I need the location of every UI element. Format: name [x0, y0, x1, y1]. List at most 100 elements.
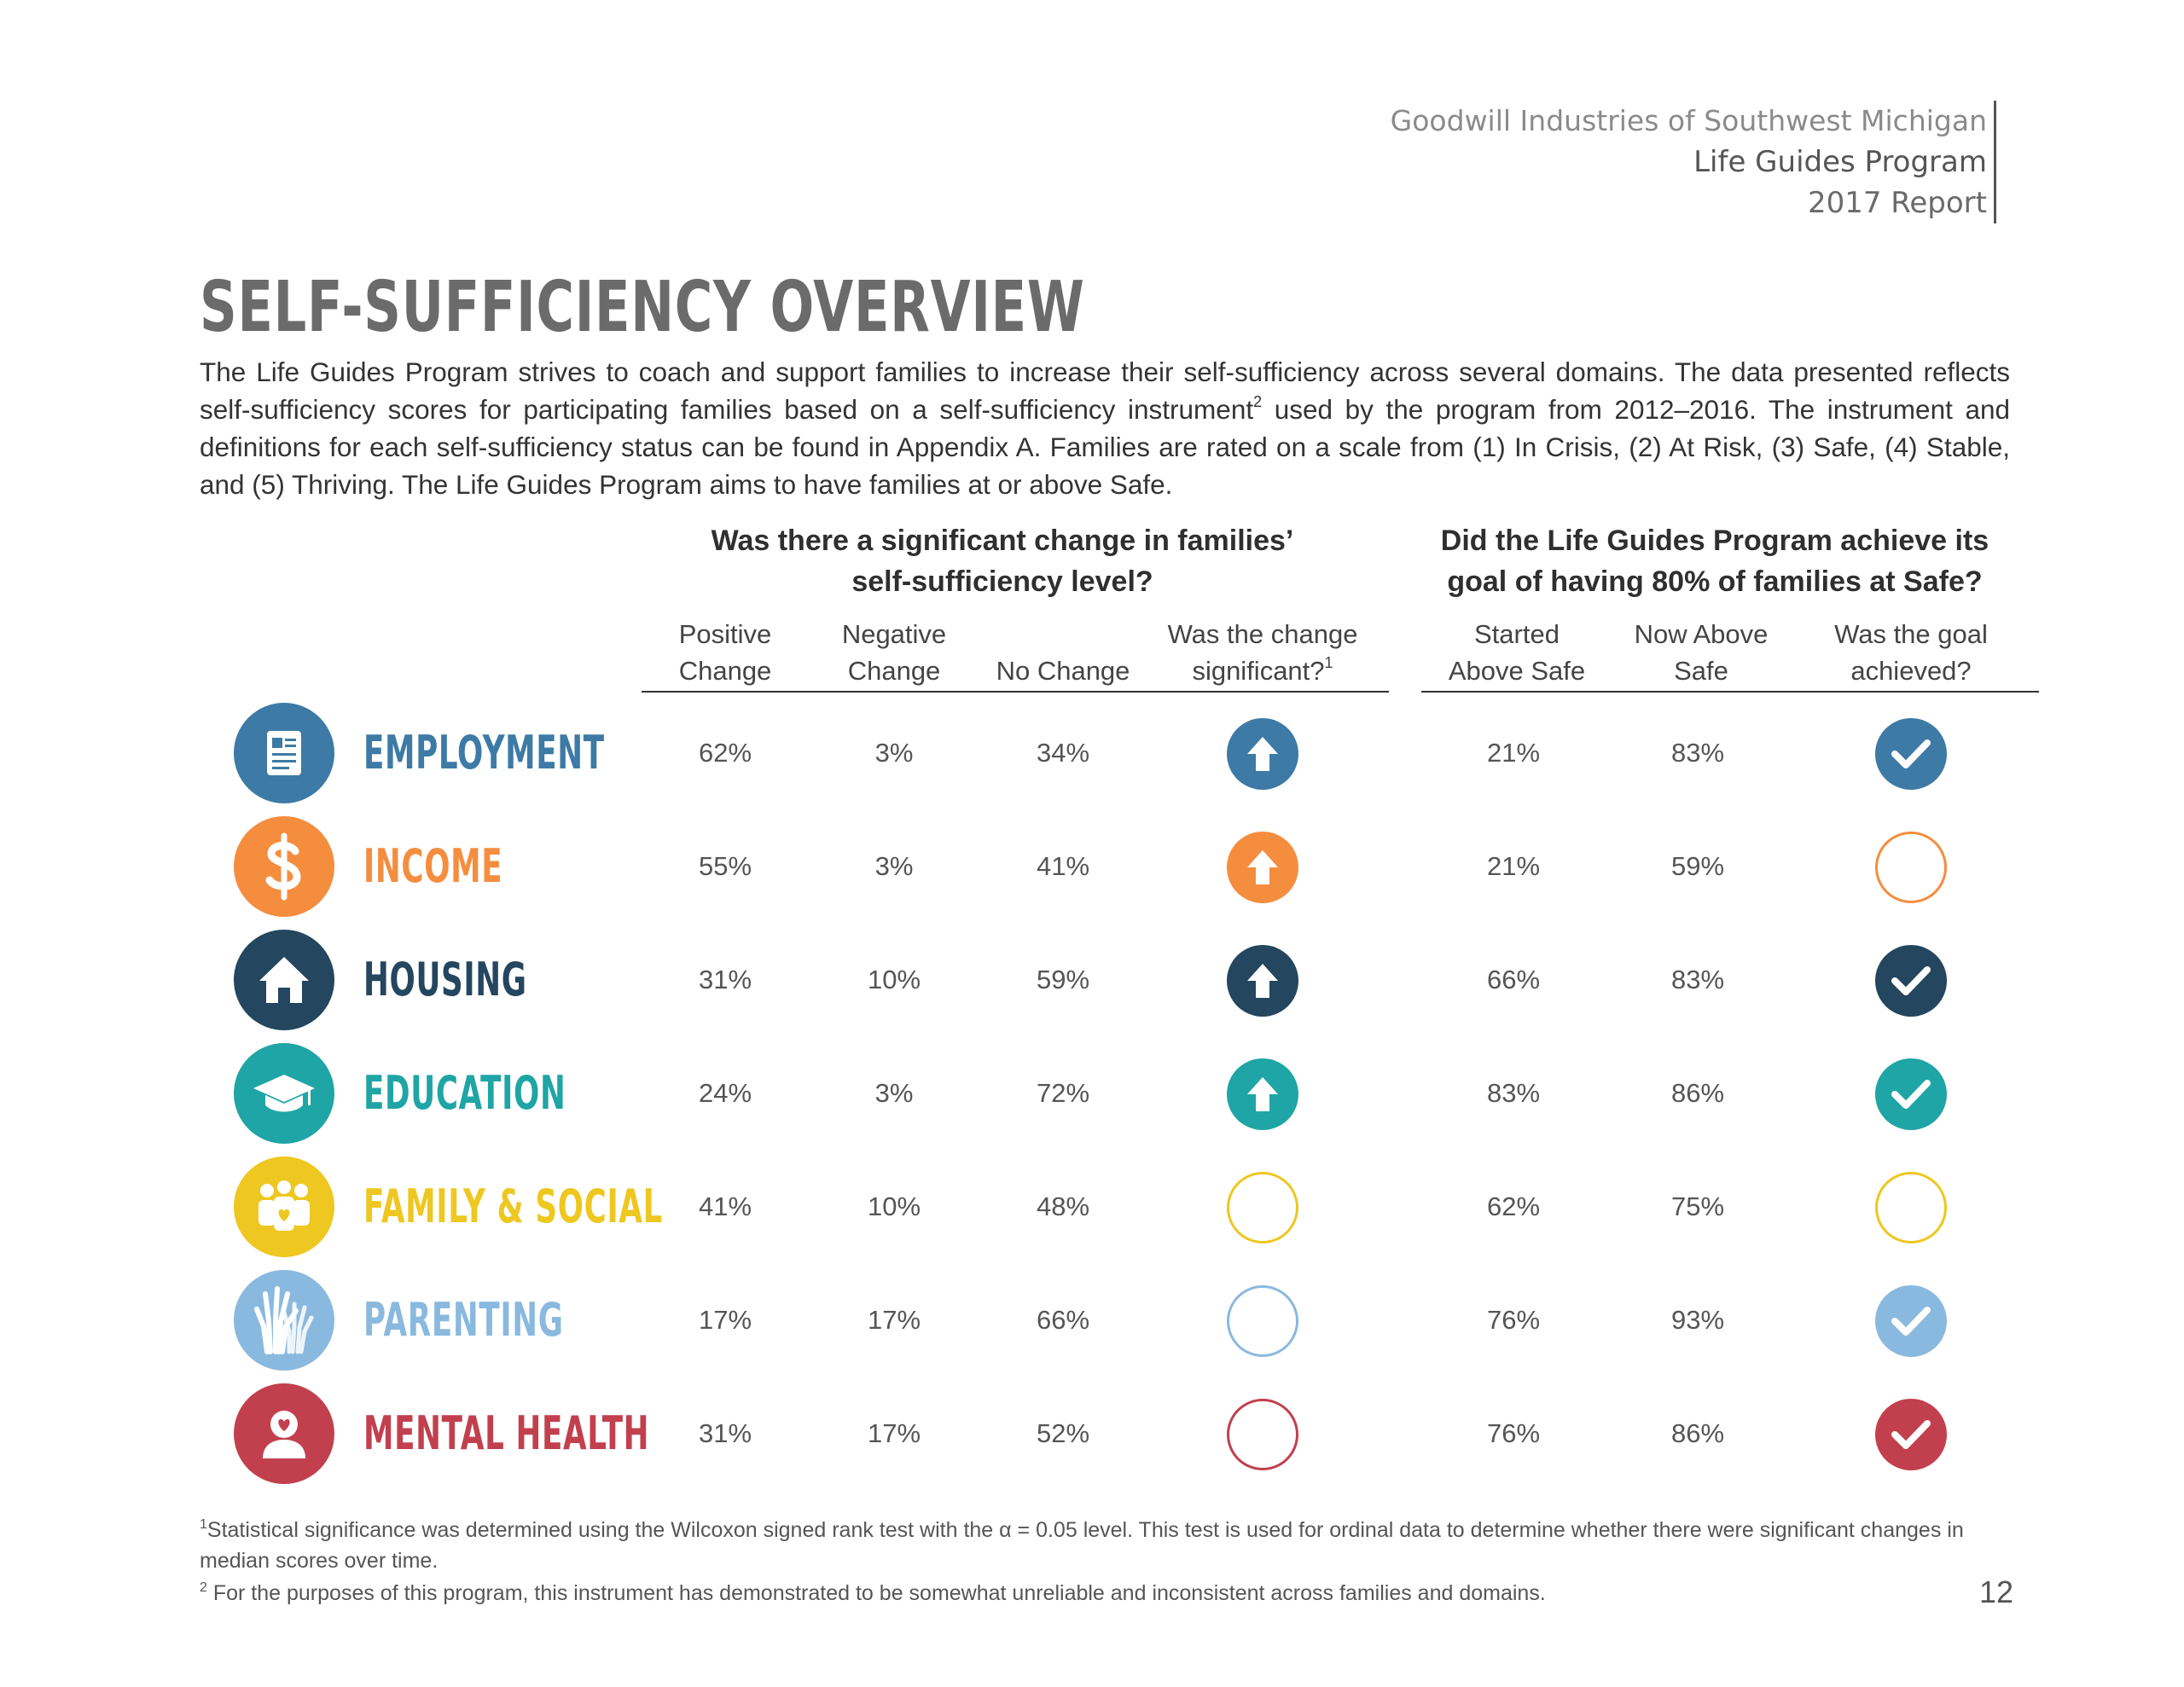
table-row: EMPLOYMENT 62% 3% 34% 21% 83% — [0, 698, 2184, 809]
col-header-positive-l2: Change — [678, 656, 772, 686]
col-header-now-l2: Safe — [1674, 656, 1728, 686]
col-header-started-l2: Above Safe — [1448, 656, 1586, 686]
col-header-significant: Was the change significant?1 — [1147, 616, 1378, 689]
col-header-significant-sup: 1 — [1324, 654, 1333, 671]
value-started: 83% — [1486, 1078, 1541, 1108]
table-row: FAMILY & SOCIAL 41% 10% 48% 62% 75% — [0, 1151, 2184, 1262]
goal-achieved-check-icon — [1875, 1285, 1947, 1357]
value-positive: 17% — [698, 1305, 752, 1335]
value-now: 83% — [1670, 965, 1725, 994]
col-header-now: Now Above Safe — [1607, 616, 1795, 689]
col-header-nochange-l2: No Change — [996, 656, 1130, 686]
col-header-significant-l1: Was the change — [1167, 619, 1358, 649]
id-card-icon — [234, 703, 334, 803]
col-header-nochange: No Change — [973, 616, 1153, 689]
col-header-negative-l2: Change — [847, 656, 941, 686]
value-now: 75% — [1670, 1191, 1725, 1221]
value-negative: 10% — [867, 1191, 921, 1221]
report-header: Goodwill Industries of Southwest Michiga… — [1219, 101, 1996, 223]
goal-achieved-check-icon — [1875, 1399, 1947, 1470]
header-rule-right — [1421, 691, 2039, 693]
hands-icon — [234, 1270, 334, 1371]
group-title-goal-line2: goal of having 80% of families at Safe? — [1447, 565, 1983, 598]
footnote-1-sup: 1 — [200, 1517, 207, 1532]
family-icon — [234, 1157, 334, 1257]
org-name: Goodwill Industries of Southwest Michiga… — [1390, 104, 1987, 137]
intro-text-1: The Life Guides Program strives to coach… — [200, 357, 2010, 425]
domain-label: PARENTING — [363, 1293, 564, 1347]
table-row: EDUCATION 24% 3% 72% 83% 86% — [0, 1038, 2184, 1149]
col-header-negative-l1: Negative — [841, 619, 947, 649]
value-positive: 55% — [698, 851, 752, 881]
value-nochange: 66% — [1036, 1305, 1090, 1335]
value-negative: 3% — [874, 1078, 914, 1108]
col-header-goal: Was the goal achieved? — [1809, 616, 2013, 689]
col-header-now-l1: Now Above — [1634, 619, 1769, 649]
report-year: 2017 Report — [1807, 186, 1987, 220]
col-header-significant-l2-wrap: significant?1 — [1147, 652, 1378, 689]
value-positive: 31% — [698, 965, 752, 994]
col-header-significant-l2: significant? — [1192, 656, 1325, 686]
domain-label: HOUSING — [363, 953, 527, 1006]
intro-text-2: used by the program from 2012–2016. The … — [200, 394, 2011, 500]
value-nochange: 59% — [1036, 965, 1090, 994]
goal-achieved-check-icon — [1875, 945, 1947, 1017]
goal-not-achieved-circle-icon — [1875, 832, 1947, 903]
significant-up-arrow-icon — [1227, 832, 1298, 903]
header-rule-left — [642, 691, 1389, 693]
value-started: 62% — [1486, 1191, 1541, 1221]
dollar-icon — [234, 816, 334, 917]
intro-footnote-ref: 2 — [1253, 393, 1263, 410]
col-header-started-l1: Started — [1474, 619, 1560, 649]
value-now: 86% — [1670, 1078, 1725, 1108]
significant-up-arrow-icon — [1227, 718, 1298, 790]
value-nochange: 34% — [1036, 738, 1090, 768]
value-started: 21% — [1486, 851, 1541, 881]
value-started: 66% — [1486, 965, 1541, 994]
value-negative: 3% — [874, 738, 914, 768]
value-started: 76% — [1486, 1418, 1541, 1448]
value-nochange: 48% — [1036, 1191, 1090, 1221]
group-title-change-line2: self-sufficiency level? — [851, 565, 1153, 598]
value-nochange: 41% — [1036, 851, 1090, 881]
value-nochange: 52% — [1036, 1418, 1090, 1448]
value-started: 21% — [1486, 738, 1541, 768]
col-header-positive-l1: Positive — [678, 619, 772, 649]
not-significant-circle-icon — [1227, 1285, 1298, 1357]
footnote-2-text: For the purposes of this program, this i… — [206, 1581, 1546, 1605]
footnote-2: 2 For the purposes of this program, this… — [200, 1578, 2010, 1609]
table-row: PARENTING 17% 17% 66% 76% 93% — [0, 1265, 2184, 1376]
value-positive: 41% — [698, 1191, 752, 1221]
value-now: 86% — [1670, 1418, 1725, 1448]
not-significant-circle-icon — [1227, 1399, 1298, 1470]
col-header-positive: Positive Change — [636, 616, 815, 689]
goal-not-achieved-circle-icon — [1875, 1172, 1947, 1244]
house-icon — [234, 930, 334, 1030]
page-title: SELF-SUFFICIENCY OVERVIEW — [200, 267, 1085, 348]
group-title-goal-line1: Did the Life Guides Program achieve its — [1440, 525, 1989, 557]
col-header-goal-l2: achieved? — [1850, 656, 1972, 686]
value-negative: 17% — [867, 1418, 921, 1448]
value-now: 83% — [1670, 738, 1725, 768]
value-negative: 10% — [867, 965, 921, 994]
footnote-1-text: Statistical significance was determined … — [200, 1518, 1964, 1573]
table-row: HOUSING 31% 10% 59% 66% 83% — [0, 925, 2184, 1035]
domain-label: MENTAL HEALTH — [363, 1406, 650, 1460]
value-negative: 17% — [867, 1305, 921, 1335]
group-title-goal: Did the Life Guides Program achieve its … — [1408, 520, 2022, 602]
domain-label: FAMILY & SOCIAL — [363, 1180, 664, 1233]
significant-up-arrow-icon — [1227, 1058, 1298, 1130]
group-title-change: Was there a significant change in famili… — [648, 520, 1356, 602]
value-positive: 31% — [698, 1418, 752, 1448]
goal-achieved-check-icon — [1875, 718, 1947, 790]
value-positive: 24% — [698, 1078, 752, 1108]
goal-achieved-check-icon — [1875, 1058, 1947, 1130]
group-title-change-line1: Was there a significant change in famili… — [711, 525, 1294, 557]
intro-paragraph: The Life Guides Program strives to coach… — [200, 353, 2010, 503]
value-nochange: 72% — [1036, 1078, 1090, 1108]
table-row: INCOME 55% 3% 41% 21% 59% — [0, 811, 2184, 922]
value-negative: 3% — [874, 851, 914, 881]
domain-label: EMPLOYMENT — [363, 726, 605, 780]
graduation-cap-icon — [234, 1043, 334, 1144]
value-now: 59% — [1670, 851, 1725, 881]
